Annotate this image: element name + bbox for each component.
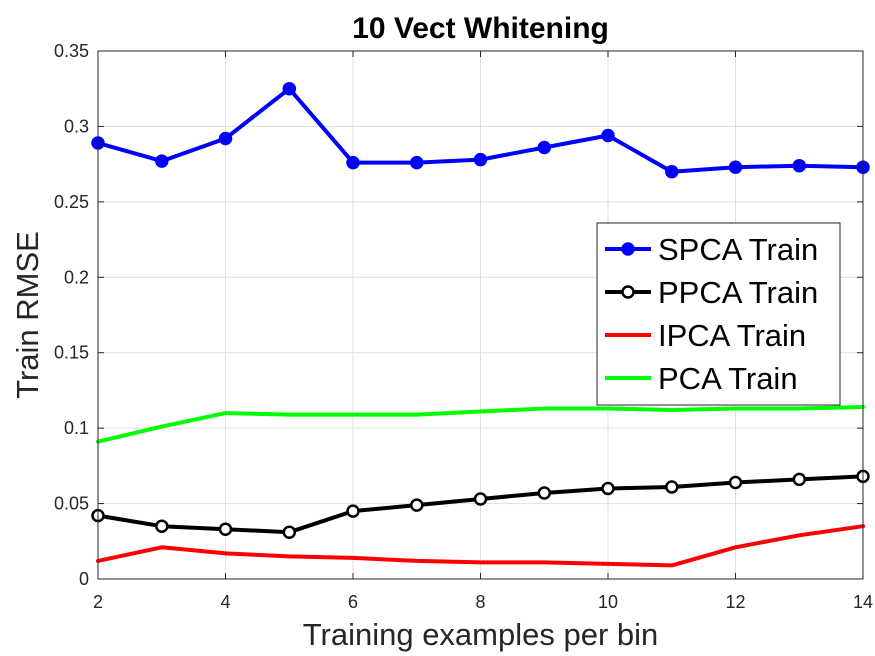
- data-point-ppca-train: [473, 492, 488, 506]
- data-point-ppca-train: [410, 498, 424, 512]
- series-ipca-train: [96, 524, 865, 568]
- chart-title: 10 Vect Whitening: [352, 12, 609, 45]
- x-tick-label: 6: [348, 592, 358, 612]
- data-point-spca-train: [537, 140, 552, 155]
- data-point-ppca-train: [282, 525, 297, 539]
- x-tick-label: 12: [725, 592, 745, 612]
- x-tick-label: 14: [853, 592, 873, 612]
- y-tick-label: 0: [79, 569, 89, 589]
- data-point-ppca-train: [218, 522, 233, 536]
- x-tick-label: 2: [93, 592, 103, 612]
- y-tick-label: 0.1: [64, 418, 89, 438]
- legend: SPCA Train PPCA Train IPCA Train PCA Train: [596, 222, 841, 406]
- data-point-ppca-train: [792, 472, 807, 487]
- ticks: 2 4 6 8 10 12 14 0 0.05 0.1 0.15 0.2 0.25 0.3 0.35: [54, 41, 873, 612]
- data-point-spca-train: [218, 131, 233, 146]
- legend-marker: [621, 242, 635, 256]
- series-line-ipca-train: [96, 524, 865, 568]
- y-tick-label: 0.05: [54, 494, 89, 514]
- y-tick-label: 0.15: [54, 343, 89, 363]
- y-tick-label: 0.35: [54, 41, 89, 61]
- y-axis-label: Train RMSE: [10, 231, 45, 399]
- data-point-ppca-train: [601, 481, 615, 496]
- data-point-ppca-train: [728, 475, 743, 490]
- x-axis-label: Training examples per bin: [303, 617, 659, 652]
- data-point-ppca-train: [665, 480, 679, 494]
- legend-marker: [621, 285, 635, 299]
- series-layer: [91, 81, 870, 568]
- legend-label: IPCA Train: [658, 318, 806, 353]
- data-point-spca-train: [282, 81, 297, 96]
- data-point-spca-train: [410, 155, 424, 170]
- data-point-spca-train: [346, 155, 360, 170]
- legend-item-ppca-train: PPCA Train: [605, 275, 818, 310]
- y-tick-label: 0.25: [54, 192, 89, 212]
- data-point-spca-train: [792, 158, 807, 173]
- series-spca-train: [91, 81, 870, 179]
- data-point-spca-train: [728, 160, 743, 174]
- data-point-spca-train: [601, 128, 615, 143]
- legend-box: [596, 222, 841, 406]
- legend-label: PPCA Train: [658, 275, 818, 310]
- data-point-spca-train: [473, 152, 488, 167]
- data-point-spca-train: [155, 154, 169, 168]
- y-tick-label: 0.3: [64, 116, 89, 136]
- series-ppca-train: [91, 469, 870, 539]
- series-pca-train: [96, 405, 865, 444]
- legend-item-ipca-train: IPCA Train: [605, 318, 806, 353]
- x-tick-label: 4: [220, 592, 230, 612]
- legend-label: SPCA Train: [658, 232, 818, 267]
- legend-item-pca-train: PCA Train: [605, 361, 798, 396]
- data-point-ppca-train: [537, 486, 552, 500]
- data-point-ppca-train: [155, 519, 169, 533]
- x-tick-label: 8: [475, 592, 485, 612]
- legend-label: PCA Train: [658, 361, 798, 396]
- data-point-ppca-train: [346, 504, 360, 518]
- data-point-spca-train: [665, 164, 679, 179]
- legend-item-spca-train: SPCA Train: [605, 232, 818, 267]
- series-line-pca-train: [96, 405, 865, 444]
- y-tick-label: 0.2: [64, 267, 89, 287]
- x-tick-label: 10: [598, 592, 618, 612]
